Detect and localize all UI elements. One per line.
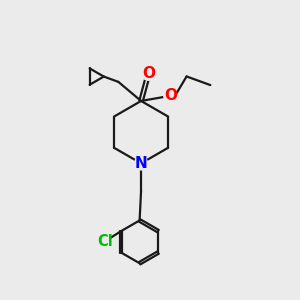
Text: O: O xyxy=(164,88,177,103)
Text: Cl: Cl xyxy=(97,234,112,249)
Circle shape xyxy=(134,157,148,170)
Text: N: N xyxy=(135,156,148,171)
Circle shape xyxy=(142,67,155,80)
Circle shape xyxy=(98,235,111,248)
Circle shape xyxy=(164,89,177,102)
Text: O: O xyxy=(142,66,155,81)
